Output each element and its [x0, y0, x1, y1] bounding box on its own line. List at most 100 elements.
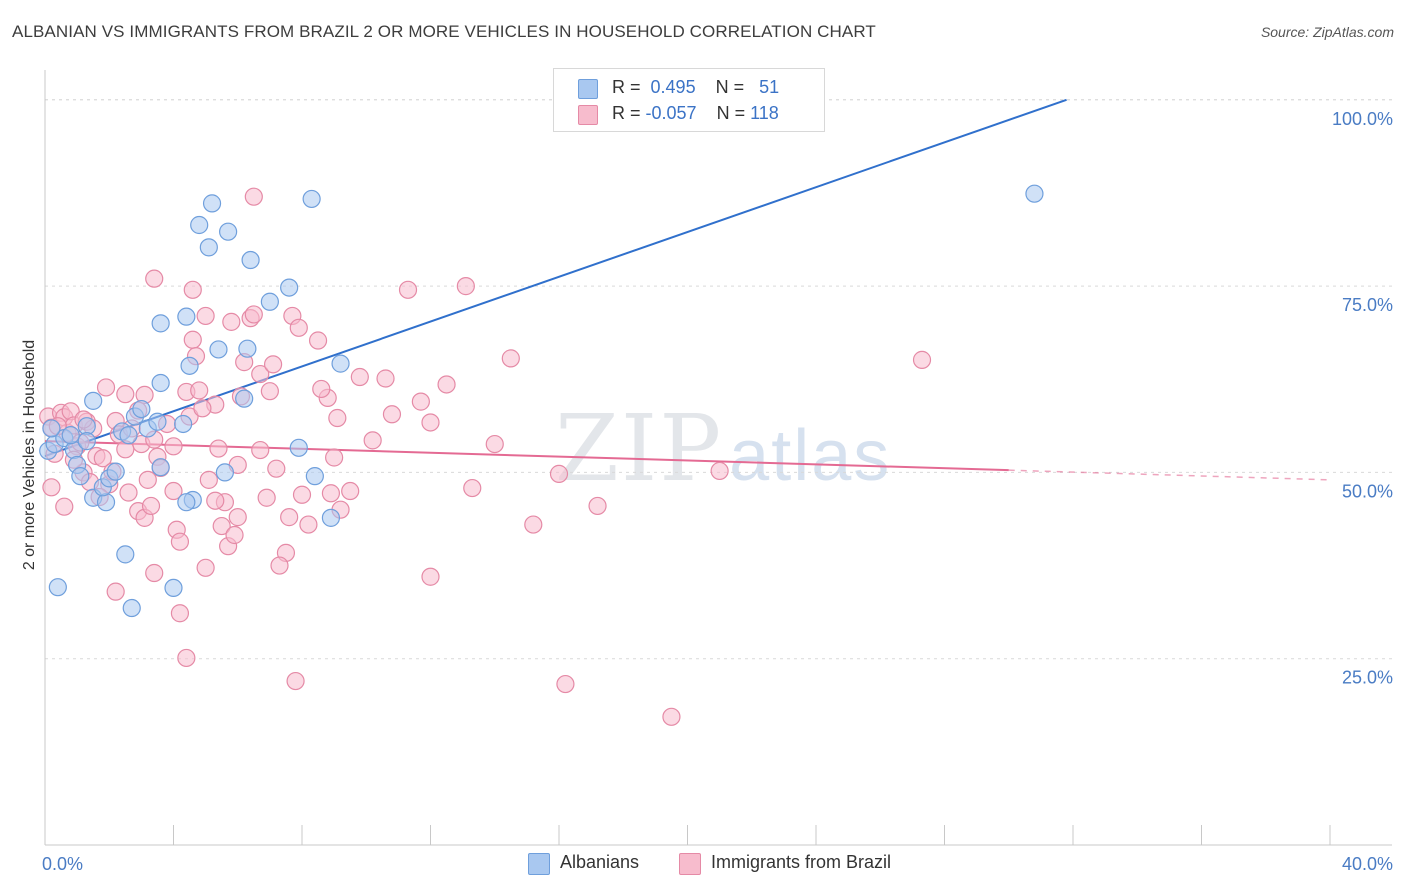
brazil-point	[244, 187, 263, 206]
y-tick-label: 100.0%	[1332, 109, 1393, 129]
brazil-point	[549, 464, 569, 483]
r-label: R =	[612, 103, 641, 123]
brazil-point	[325, 448, 344, 467]
brazil-point	[183, 280, 202, 299]
brazil-point	[209, 439, 228, 458]
brazil-point	[260, 382, 279, 401]
brazil-point	[286, 671, 305, 691]
brazil-point	[164, 437, 183, 456]
brazil-point	[228, 508, 247, 527]
brazil-point	[312, 379, 331, 399]
n-value: 51	[759, 77, 780, 97]
correlation-legend: R = 0.495 N = 51 R = -0.057 N = 118	[553, 68, 825, 132]
legend-row-text: R = -0.057 N = 118	[612, 103, 779, 124]
albanian-point	[106, 462, 125, 481]
n-value: 118	[750, 103, 779, 123]
brazil-point	[106, 582, 125, 601]
albanian-point	[289, 438, 308, 457]
albanian-point	[219, 222, 238, 241]
albanian-point	[180, 356, 199, 375]
legend-label: Albanians	[560, 852, 640, 872]
y-tick-label: 50.0%	[1342, 481, 1393, 501]
brazil-point	[141, 496, 161, 516]
brazil-swatch	[679, 853, 701, 875]
brazil-point	[363, 431, 382, 450]
brazil-point	[138, 470, 157, 489]
x-tick-label: 40.0%	[1342, 854, 1393, 874]
brazil-point	[437, 375, 456, 394]
y-tick-label: 25.0%	[1342, 668, 1393, 688]
brazil-point	[196, 558, 215, 577]
brazil-point	[270, 556, 289, 575]
brazil-point	[280, 508, 299, 527]
albanian-point	[302, 189, 321, 209]
albanian-point	[202, 194, 222, 213]
brazil-point	[170, 532, 190, 551]
brazil-point	[164, 481, 183, 501]
gridlines	[45, 99, 1392, 660]
brazil-swatch	[578, 105, 598, 125]
brazil-point	[42, 478, 61, 497]
albanian-point	[238, 339, 257, 358]
trend-lines	[44, 98, 1331, 481]
brazil-point	[244, 305, 263, 324]
albanian-point	[241, 250, 260, 270]
brazil-point	[263, 355, 283, 374]
albanian-point	[116, 545, 135, 564]
brazil-point	[398, 280, 418, 299]
brazil-point	[556, 674, 575, 694]
albanian-point	[209, 340, 228, 359]
source-credit: Source: ZipAtlas.com	[1260, 24, 1394, 40]
albanian-point	[77, 432, 96, 451]
brazil-point	[350, 367, 369, 387]
albanian-point	[42, 419, 61, 438]
albanian-point	[84, 391, 103, 410]
albanian-point	[1025, 184, 1044, 203]
brazil-point	[145, 269, 164, 288]
brazil-point	[193, 399, 212, 418]
albanian-point	[48, 578, 67, 597]
brazil-point	[382, 405, 402, 424]
albanian-point	[174, 414, 193, 434]
brazil-point	[222, 312, 241, 331]
brazil-point	[912, 350, 932, 369]
brazil-point	[206, 491, 225, 510]
brazil-point	[119, 483, 138, 502]
albanian-point	[260, 292, 279, 311]
albanian-point	[148, 412, 167, 431]
axes	[44, 70, 1392, 846]
albanian-point	[305, 467, 324, 486]
brazil-point	[196, 306, 215, 326]
brazil-point	[421, 567, 440, 586]
albanian-point	[71, 467, 90, 486]
brazil-point	[251, 440, 270, 460]
albanian-point	[235, 389, 254, 408]
data-points	[39, 184, 1044, 726]
brazil-point	[299, 515, 318, 534]
r-value: 0.495	[650, 77, 696, 97]
y-tick-label: 75.0%	[1342, 295, 1393, 315]
brazil-point	[456, 277, 475, 296]
legend-row-text: R = 0.495 N = 51	[612, 77, 779, 98]
albanian-point	[321, 508, 341, 527]
albanian-point	[132, 399, 151, 419]
brazil-point	[588, 496, 607, 516]
brazil-point	[96, 378, 116, 397]
watermark-zip: ZIP	[555, 395, 724, 502]
brazil-point	[199, 470, 218, 489]
brazil-point	[267, 459, 286, 478]
brazil-point	[501, 349, 520, 368]
x-tick-label: 0.0%	[42, 854, 83, 874]
albanian-point	[151, 458, 170, 477]
brazil-point	[710, 461, 729, 481]
brazil-point	[341, 481, 360, 501]
chart-title: ALBANIAN VS IMMIGRANTS FROM BRAZIL 2 OR …	[12, 22, 876, 41]
brazil-point	[662, 707, 681, 726]
trend-line-immigrants-from-brazil	[44, 440, 1009, 472]
brazil-point	[289, 318, 308, 337]
albanian-point	[164, 578, 183, 598]
brazil-point	[183, 330, 202, 349]
legend-label: Immigrants from Brazil	[711, 852, 892, 872]
brazil-point	[411, 392, 430, 411]
brazil-point	[463, 478, 482, 498]
